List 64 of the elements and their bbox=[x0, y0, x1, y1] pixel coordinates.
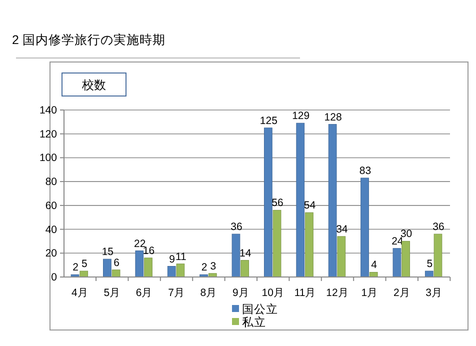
x-tick-label: 6月 bbox=[136, 287, 153, 299]
bar bbox=[360, 178, 369, 278]
x-tick-label: 2月 bbox=[393, 287, 410, 299]
data-label: 2 bbox=[72, 262, 79, 274]
data-label: 34 bbox=[336, 223, 348, 236]
bar bbox=[240, 260, 250, 278]
data-label: 83 bbox=[359, 164, 372, 177]
bar bbox=[424, 270, 434, 278]
x-tick-label: 9月 bbox=[232, 287, 250, 299]
bar bbox=[402, 240, 410, 278]
data-label: 128 bbox=[324, 111, 342, 124]
y-tick-label: 40 bbox=[45, 224, 58, 236]
x-tick-label: 4月 bbox=[72, 287, 88, 299]
data-label: 4 bbox=[371, 259, 378, 272]
data-label: 54 bbox=[304, 200, 316, 212]
bar bbox=[392, 248, 402, 278]
data-label: 6 bbox=[114, 256, 120, 269]
y-tick-label: 0 bbox=[51, 272, 58, 284]
y-tick-label: 100 bbox=[39, 152, 58, 164]
x-tick-label: 12月 bbox=[326, 287, 349, 299]
bar bbox=[80, 270, 88, 278]
data-label: 14 bbox=[239, 247, 252, 260]
bar bbox=[272, 210, 282, 278]
x-tick-label: 11月 bbox=[294, 287, 316, 299]
bar bbox=[434, 234, 442, 278]
data-label: 16 bbox=[142, 244, 155, 257]
x-tick-label: 8月 bbox=[200, 287, 218, 299]
data-label: 3 bbox=[210, 260, 216, 272]
data-label: 36 bbox=[432, 221, 444, 234]
bar bbox=[337, 236, 346, 278]
data-label: 125 bbox=[260, 114, 278, 127]
legend-label: 国公立 bbox=[242, 302, 278, 316]
data-label: 11 bbox=[175, 250, 187, 263]
y-tick-label: 120 bbox=[39, 128, 58, 140]
y-tick-label: 140 bbox=[39, 104, 58, 116]
data-label: 2 bbox=[201, 262, 208, 274]
y-tick-label: 80 bbox=[45, 176, 58, 188]
data-label: 5 bbox=[426, 258, 433, 270]
legend-label: 私立 bbox=[242, 315, 266, 329]
data-label: 9 bbox=[169, 253, 176, 266]
x-tick-label: 7月 bbox=[168, 287, 185, 299]
bar bbox=[328, 124, 337, 278]
chart-title: 2 国内修学旅行の実施時期 bbox=[12, 32, 166, 47]
bar bbox=[296, 122, 305, 278]
x-tick-label: 10月 bbox=[262, 287, 284, 299]
x-tick-label: 3月 bbox=[426, 287, 442, 299]
y-tick-label: 60 bbox=[45, 200, 58, 212]
x-tick-label: 5月 bbox=[104, 287, 121, 299]
data-label: 5 bbox=[81, 258, 88, 270]
bar bbox=[144, 258, 152, 278]
y-axis-title: 校数 bbox=[81, 78, 106, 92]
bar bbox=[176, 264, 185, 278]
bar bbox=[167, 266, 176, 278]
bar bbox=[305, 212, 314, 278]
bar bbox=[264, 128, 272, 278]
y-tick-label: 20 bbox=[45, 248, 58, 260]
bar bbox=[103, 258, 112, 278]
bar bbox=[112, 270, 120, 278]
x-tick-label: 1月 bbox=[361, 287, 378, 299]
bar bbox=[232, 234, 240, 278]
bar bbox=[135, 250, 144, 278]
data-label: 15 bbox=[102, 246, 114, 258]
data-label: 36 bbox=[230, 221, 242, 234]
data-label: 129 bbox=[292, 110, 310, 122]
